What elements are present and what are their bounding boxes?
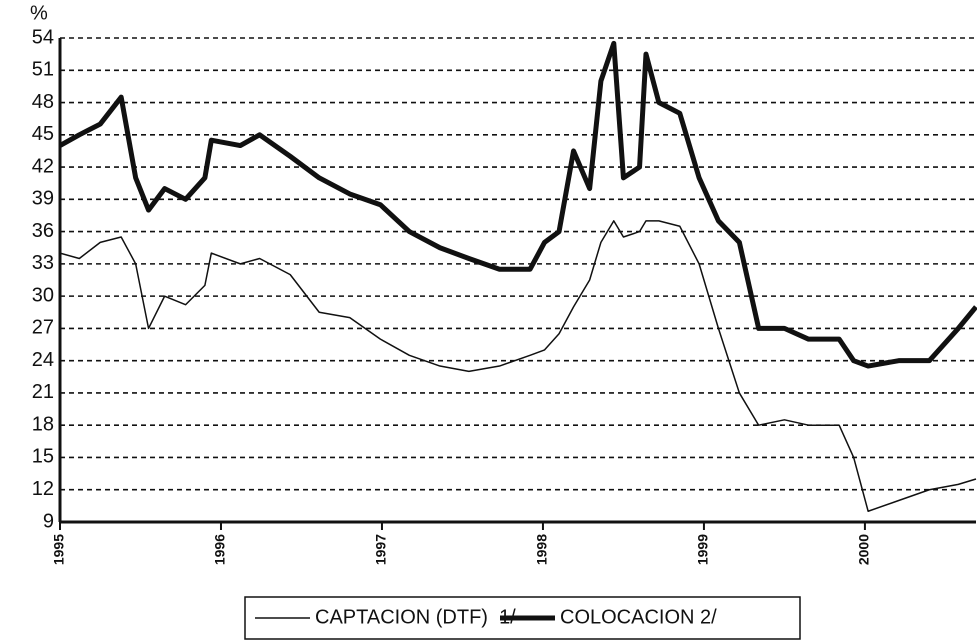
legend-label: COLOCACION 2/ [560,606,717,628]
y-tick-label: 54 [32,26,54,48]
x-tick-label: 2000 [856,534,872,565]
x-tick-label: 1998 [534,534,550,565]
y-tick-label: 39 [32,188,54,210]
x-tick-label: 1999 [695,534,711,565]
y-tick-label: 15 [32,446,54,468]
x-tick-label: 1996 [212,534,228,565]
y-tick-label: 18 [32,413,54,435]
y-tick-label: 42 [32,155,54,177]
y-tick-label: 27 [32,317,54,339]
y-tick-label: 12 [32,478,54,500]
y-tick-label: 24 [32,349,54,371]
y-tick-label: 33 [32,252,54,274]
legend-label: CAPTACION (DTF) 1/ [315,606,516,628]
y-tick-label: 48 [32,91,54,113]
y-tick-label: 45 [32,123,54,145]
x-tick-label: 1997 [373,534,389,565]
y-tick-label: 9 [43,510,54,532]
series-line [59,220,977,512]
y-tick-label: 36 [32,220,54,242]
x-tick-label: 1995 [51,534,67,565]
y-tick-label: 30 [32,284,54,306]
y-axis-label: % [30,2,48,24]
y-tick-label: 21 [32,381,54,403]
series-line [58,40,977,369]
y-tick-label: 51 [32,59,54,81]
